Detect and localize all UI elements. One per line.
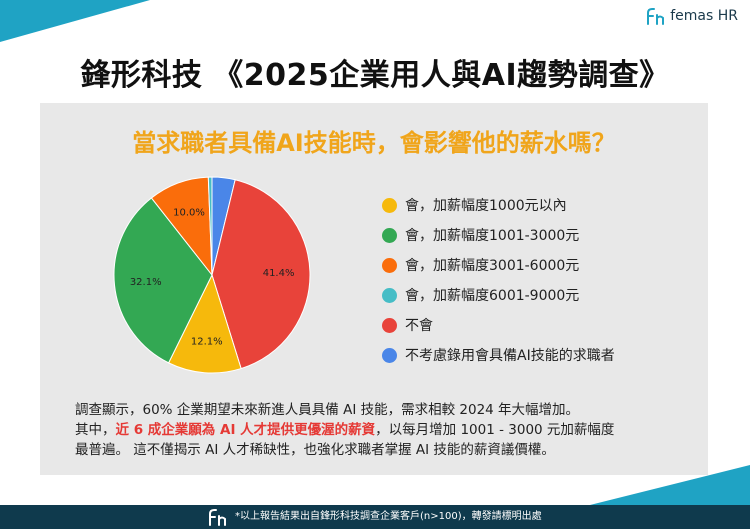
footer-bar: *以上報告結果出自鋒形科技調查企業客戶(n>100)，轉發請標明出處 (0, 505, 750, 529)
chart-title: 當求職者具備AI技能時，會影響他的薪水嗎？ (132, 129, 616, 157)
legend-item: 會，加薪幅度6001-9000元 (382, 280, 615, 310)
legend-swatch (382, 317, 397, 333)
survey-panel: 當求職者具備AI技能時，會影響他的薪水嗎？ 41.4% 12.1% 32.1% 10.… (40, 103, 708, 475)
brand-name: femas HR (670, 8, 738, 24)
summary-line-2: 其中，近 6 成企業願為 AI 人才提供更優渥的薪資，以每月增加 1001 - … (75, 420, 695, 440)
legend-label: 會，加薪幅度1000元以內 (405, 198, 567, 214)
femas-logo-icon (209, 509, 226, 526)
pie-slice (113, 197, 213, 364)
top-left-accent (0, 0, 150, 42)
slice-data-label: 10.0% (173, 207, 205, 218)
summary-line-1: 調查顯示，60% 企業期望未來新進人員具備 AI 技能，需求相較 2024 年大… (75, 402, 580, 418)
pie-slice (167, 273, 242, 374)
legend-label: 會，加薪幅度3001-6000元 (405, 258, 580, 274)
legend-label: 不考慮錄用會具備AI技能的求職者 (405, 348, 615, 364)
summary-line-3: 最普遍。 這不僅揭示 AI 人才稀缺性，也強化求職者掌握 AI 技能的薪資議價權… (75, 442, 555, 458)
legend-label: 不會 (405, 318, 433, 334)
chart-legend: 會，加薪幅度1000元以內 會，加薪幅度1001-3000元 會，加薪幅度3001-… (382, 190, 615, 370)
footer-note: *以上報告結果出自鋒形科技調查企業客戶(n>100)，轉發請標明出處 (235, 511, 542, 522)
slice-data-label: 32.1% (130, 277, 162, 288)
legend-label: 會，加薪幅度6001-9000元 (405, 288, 580, 304)
legend-swatch (382, 227, 397, 243)
legend-item: 會，加薪幅度3001-6000元 (382, 250, 615, 280)
brand-logo: femas HR (646, 7, 738, 25)
slice-data-label: 41.4% (263, 268, 295, 279)
femas-logo-icon (647, 8, 665, 25)
legend-item: 會，加薪幅度1001-3000元 (382, 220, 615, 250)
slice-data-label: 12.1% (191, 336, 223, 347)
summary-text: 調查顯示，60% 企業期望未來新進人員具備 AI 技能，需求相較 2024 年大… (75, 400, 695, 460)
legend-item: 不考慮錄用會具備AI技能的求職者 (382, 340, 615, 370)
legend-item: 不會 (382, 310, 615, 340)
page-title: 鋒形科技 《2025企業用人與AI趨勢調查》 (80, 58, 670, 93)
summary-line-2-suffix: ，以每月增加 1001 - 3000 元加薪幅度 (375, 422, 615, 438)
pie-slice (211, 179, 311, 370)
legend-swatch (382, 257, 397, 273)
pie-slice (207, 176, 213, 276)
legend-swatch (382, 347, 397, 363)
summary-line-2-prefix: 其中， (75, 422, 116, 438)
pie-chart: 41.4% 12.1% 32.1% 10.0% (113, 176, 311, 374)
legend-swatch (382, 197, 397, 213)
legend-swatch (382, 287, 397, 303)
legend-label: 會，加薪幅度1001-3000元 (405, 228, 580, 244)
summary-highlight: 近 6 成企業願為 AI 人才提供更優渥的薪資 (115, 422, 376, 438)
legend-item: 會，加薪幅度1000元以內 (382, 190, 615, 220)
